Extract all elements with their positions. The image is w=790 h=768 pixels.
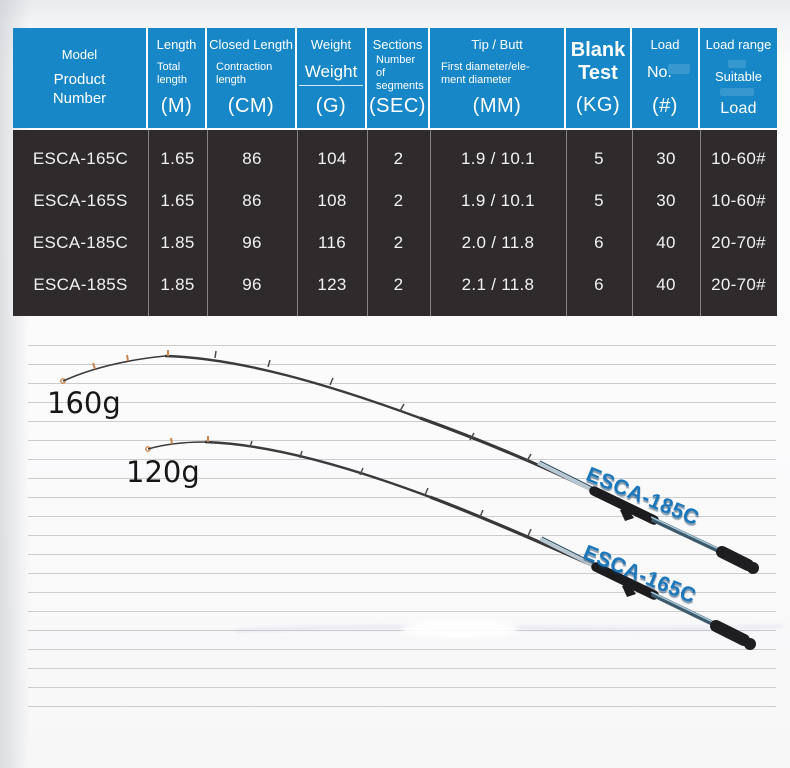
header-cell-model: Model Product Number (13, 28, 148, 128)
header-title: Sections (372, 37, 423, 52)
header-subtitle: Weight (298, 62, 364, 86)
cell-weight: 116 (317, 233, 346, 252)
header-subtitle: Number of segments (376, 54, 424, 93)
cell-tip-butt: 2.0 / 11.8 (461, 233, 535, 252)
header-cell-length: Length Total length (M) (148, 28, 207, 128)
table-row: ESCA-165S 1.65 86 108 2 1.9 / 10.1 5 30 … (13, 180, 777, 222)
cell-blank-test: 6 (594, 233, 604, 252)
header-cell-closed-length: Closed Length Contraction length (CM) (207, 28, 297, 128)
translation-smudge (720, 88, 754, 96)
header-subtitle: First diameter/ele- ment diameter (441, 60, 530, 86)
weight-label-120g: 120g (126, 455, 200, 489)
cell-blank-test: 5 (594, 149, 604, 168)
header-subtitle: Suitable (715, 68, 762, 84)
header-cell-weight: Weight Weight (G) (297, 28, 367, 128)
cell-load-range: 10-60# (711, 191, 766, 210)
cell-length: 1.85 (160, 275, 195, 294)
header-cell-load: Load No. (#) (632, 28, 700, 128)
rod-esca-185c (60, 350, 759, 574)
header-unit: (G) (315, 95, 347, 117)
header-unit: (KG) (575, 93, 621, 116)
header-subtitle: No. (647, 64, 672, 82)
table-row: ESCA-165C 1.65 86 104 2 1.9 / 10.1 5 30 … (13, 138, 777, 180)
cell-closed-length: 96 (242, 233, 262, 252)
column-divider (207, 130, 208, 316)
spec-table-body: ESCA-165C 1.65 86 104 2 1.9 / 10.1 5 30 … (13, 130, 777, 316)
header-title: Load range (705, 37, 772, 52)
column-divider (430, 130, 431, 316)
header-unit: Load (720, 100, 757, 117)
cell-load: 40 (656, 275, 676, 294)
cell-tip-butt: 1.9 / 10.1 (461, 149, 535, 168)
header-title: Load (650, 37, 680, 52)
column-divider (148, 130, 149, 316)
translation-smudge (728, 60, 746, 68)
column-divider (700, 130, 701, 316)
header-title: Model (61, 46, 98, 62)
column-divider (632, 130, 633, 316)
header-subtitle: Product Number (52, 70, 107, 107)
reflection-streak (234, 620, 783, 638)
cell-load-range: 20-70# (711, 233, 766, 252)
header-unit: (SEC) (369, 94, 426, 117)
cell-length: 1.85 (160, 233, 195, 252)
cell-load: 30 (656, 191, 676, 210)
header-subtitle: Total length (157, 60, 187, 86)
cell-weight: 123 (317, 275, 347, 294)
spec-table-header: Model Product Number Length Total length… (13, 28, 777, 128)
cell-model: ESCA-185C (32, 233, 129, 252)
cell-closed-length: 86 (242, 191, 262, 210)
cell-blank-test: 5 (594, 191, 604, 210)
cell-sections: 2 (393, 275, 404, 294)
cell-length: 1.65 (160, 191, 195, 210)
cell-tip-butt: 1.9 / 10.1 (461, 191, 535, 210)
cell-weight: 108 (317, 191, 347, 210)
cell-sections: 2 (393, 149, 404, 168)
cell-model: ESCA-165C (32, 149, 129, 168)
cell-load-range: 10-60# (711, 149, 766, 168)
header-unit: (#) (652, 94, 678, 117)
rod-photo: 160g 120g ESCA-185C ESCA-165C (0, 316, 790, 768)
cell-closed-length: 86 (242, 149, 262, 168)
cell-sections: 2 (393, 191, 404, 210)
header-cell-blank-test: Blank Test (KG) (566, 28, 632, 128)
cell-blank-test: 6 (594, 275, 604, 294)
weight-label-160g: 160g (47, 386, 121, 420)
header-cell-tip-butt: Tip / Butt First diameter/ele- ment diam… (430, 28, 566, 128)
column-divider (297, 130, 298, 316)
column-divider (566, 130, 567, 316)
cell-closed-length: 96 (242, 275, 262, 294)
cell-weight: 104 (317, 149, 347, 168)
cell-load-range: 20-70# (711, 275, 766, 294)
rod-esca-165c (145, 436, 756, 650)
wall-plank-lines (28, 345, 776, 707)
header-cell-sections: Sections Number of segments (SEC) (367, 28, 430, 128)
header-subtitle: Contraction length (216, 60, 273, 86)
table-row: ESCA-185C 1.85 96 116 2 2.0 / 11.8 6 40 … (13, 222, 777, 264)
cell-load: 40 (656, 233, 676, 252)
rods-illustration (60, 350, 783, 650)
header-title: Weight (310, 37, 352, 52)
cell-tip-butt: 2.1 / 11.8 (461, 275, 535, 294)
cell-model: ESCA-165S (33, 191, 128, 210)
column-divider (367, 130, 368, 316)
header-unit: (CM) (227, 94, 275, 117)
header-title: Closed Length (209, 37, 293, 52)
cell-sections: 2 (393, 233, 404, 252)
cell-model: ESCA-185S (33, 275, 128, 294)
header-title: Blank Test (570, 38, 626, 84)
header-title: Length (156, 37, 197, 52)
spec-table: Model Product Number Length Total length… (13, 28, 777, 316)
cell-load: 30 (656, 149, 676, 168)
translation-smudge (668, 64, 690, 74)
header-unit: (MM) (472, 94, 522, 117)
table-row: ESCA-185S 1.85 96 123 2 2.1 / 11.8 6 40 … (13, 264, 777, 306)
cell-length: 1.65 (160, 149, 195, 168)
header-cell-load-range: Load range Suitable Load (700, 28, 777, 128)
header-title: Tip / Butt (471, 37, 523, 52)
header-unit: (M) (160, 94, 193, 117)
